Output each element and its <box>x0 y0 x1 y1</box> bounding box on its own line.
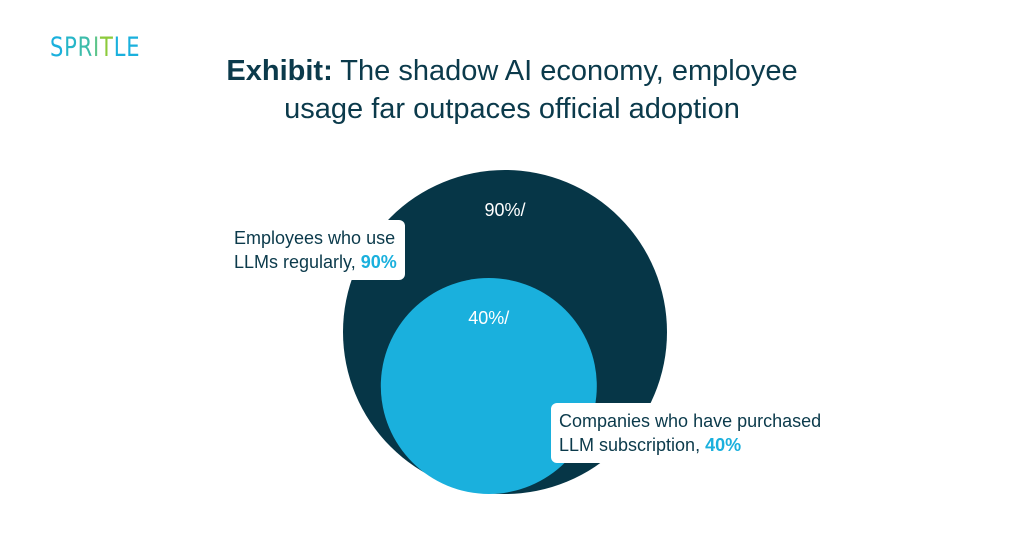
logo-letter: T <box>100 32 114 63</box>
title-line-2: usage far outpaces official adoption <box>284 93 740 125</box>
callout-companies-line1: Companies who have purchased <box>559 411 822 431</box>
value-label-companies: 40%/ <box>468 308 509 328</box>
title-line-1: Exhibit: The shadow AI economy, employee <box>0 52 1024 90</box>
callout-employees-line2-wrap: LLMs regularly, 90% <box>234 250 397 274</box>
logo-letter: S <box>50 32 65 63</box>
spritle-logo: SPRITLE <box>50 32 140 63</box>
chart-title: Exhibit: The shadow AI economy, employee… <box>0 52 1024 128</box>
callout-companies-line2-wrap: LLM subscription, 40% <box>559 433 821 457</box>
callout-companies-pct: 40% <box>705 435 742 455</box>
callout-companies: Companies who have purchased LLM subscri… <box>551 403 830 463</box>
logo-letter: P <box>64 32 78 63</box>
callout-companies-line2: LLM subscription, <box>559 435 706 455</box>
callout-employees: Employees who use LLMs regularly, 90% <box>226 220 405 280</box>
logo-letter: R <box>77 32 94 63</box>
title-line1-text: The shadow AI economy, employee <box>332 55 798 87</box>
callout-employees-line1: Employees who use <box>234 228 396 248</box>
callout-employees-pct: 90% <box>360 252 397 272</box>
title-bold: Exhibit: <box>226 55 333 87</box>
logo-letter: E <box>126 32 141 63</box>
logo-letter: L <box>113 32 127 63</box>
callout-employees-line2: LLMs regularly, <box>234 252 361 272</box>
circle-companies <box>380 278 597 494</box>
value-label-employees: 90%/ <box>484 200 525 220</box>
logo-letter: I <box>93 32 101 63</box>
